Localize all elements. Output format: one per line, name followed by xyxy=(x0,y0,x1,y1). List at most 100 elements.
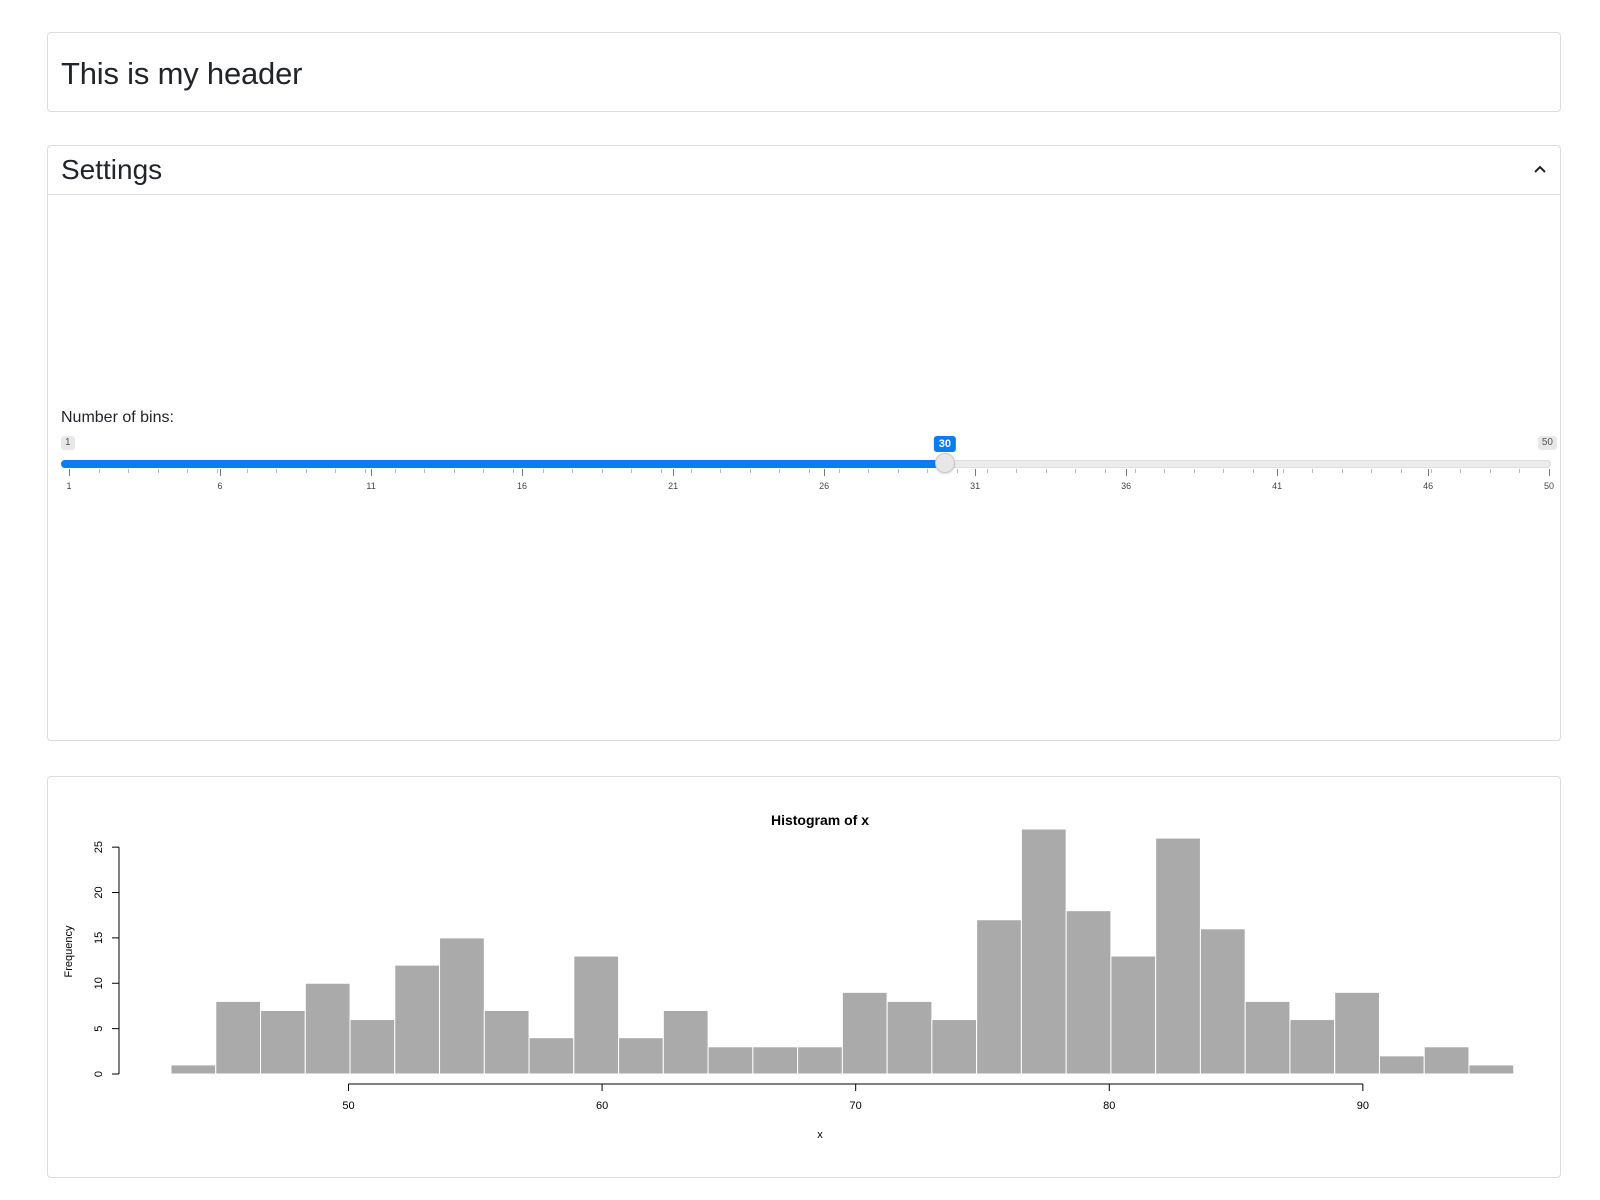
x-tick-label: 60 xyxy=(596,1100,608,1112)
slider-minor-tick xyxy=(1460,469,1461,473)
histogram-bar xyxy=(842,992,887,1074)
slider-minor-tick xyxy=(1223,469,1224,473)
x-tick-label: 80 xyxy=(1103,1100,1115,1112)
histogram-bar xyxy=(171,1065,216,1074)
bins-slider-label: Number of bins: xyxy=(61,409,174,427)
slider-minor-tick xyxy=(927,469,928,473)
slider-minor-tick xyxy=(1046,469,1047,473)
y-axis-label: Frequency xyxy=(63,925,75,977)
histogram-bar xyxy=(1379,1056,1424,1074)
slider-minor-tick xyxy=(779,469,780,473)
slider-major-tick xyxy=(1428,469,1429,476)
slider-minor-tick xyxy=(1016,469,1017,473)
chevron-up-icon[interactable] xyxy=(1530,159,1550,179)
histogram-bar xyxy=(529,1038,574,1074)
header-card: This is my header xyxy=(47,32,1561,112)
slider-minor-tick xyxy=(543,469,544,473)
slider-minor-tick xyxy=(602,469,603,473)
slider-minor-tick xyxy=(750,469,751,473)
slider-minor-tick xyxy=(1371,469,1372,473)
histogram-bar xyxy=(1290,1020,1335,1074)
x-tick-label: 50 xyxy=(342,1100,354,1112)
slider-tick-label: 31 xyxy=(970,481,980,491)
slider-minor-tick xyxy=(1164,469,1165,473)
histogram-bar xyxy=(1200,929,1245,1074)
slider-minor-tick xyxy=(187,469,188,473)
plot-card: Histogram of x 50 60 70 80 90 x 0 5 10 15 20 25 Frequ… xyxy=(47,776,1561,1178)
slider-min-label: 1 xyxy=(61,436,75,450)
slider-minor-tick xyxy=(661,469,662,473)
histogram-bar xyxy=(261,1010,306,1074)
slider-minor-tick xyxy=(898,469,899,473)
slider-tick-label: 11 xyxy=(366,481,375,491)
histogram-bar xyxy=(619,1038,664,1074)
histogram-bar xyxy=(484,1010,529,1074)
slider-tick-label: 46 xyxy=(1423,481,1433,491)
slider-tick-label: 21 xyxy=(668,481,678,491)
slider-minor-tick xyxy=(1075,469,1076,473)
slider-minor-tick xyxy=(99,469,100,473)
slider-minor-tick xyxy=(957,469,958,473)
slider-major-tick xyxy=(1549,469,1550,476)
histogram-bar xyxy=(1245,1001,1290,1074)
histogram-bar xyxy=(1066,911,1111,1074)
slider-major-tick xyxy=(1277,469,1278,476)
slider-minor-tick xyxy=(1342,469,1343,473)
histogram-bar xyxy=(1469,1065,1514,1074)
slider-minor-tick xyxy=(631,469,632,473)
histogram-bar xyxy=(977,920,1022,1074)
slider-minor-tick xyxy=(1253,469,1254,473)
histogram-bar xyxy=(1111,956,1156,1074)
slider-minor-tick xyxy=(1283,469,1284,473)
slider-minor-tick xyxy=(1105,469,1106,473)
slider-major-tick xyxy=(1126,469,1127,476)
slider-tick-label: 6 xyxy=(218,481,223,491)
slider-minor-tick xyxy=(424,469,425,473)
slider-major-tick xyxy=(69,469,70,476)
histogram-bar xyxy=(1424,1047,1469,1074)
slider-minor-tick xyxy=(572,469,573,473)
slider-minor-tick xyxy=(1194,469,1195,473)
slider-tick-label: 41 xyxy=(1272,481,1282,491)
slider-minor-tick xyxy=(1135,469,1136,473)
slider-minor-tick xyxy=(217,469,218,473)
slider-minor-tick xyxy=(276,469,277,473)
slider-value-label: 30 xyxy=(934,436,956,452)
settings-card-header: Settings xyxy=(48,146,1560,195)
y-tick-label: 20 xyxy=(93,886,105,898)
histogram-bar xyxy=(350,1020,395,1074)
y-tick-label: 10 xyxy=(93,977,105,989)
y-tick-label: 25 xyxy=(93,841,105,853)
bins-slider[interactable]: 1 50 30 1 6 11 16 21 26 31 36 41 46 50 xyxy=(61,436,1551,506)
y-tick-label: 0 xyxy=(93,1071,105,1077)
settings-card: Settings Number of bins: 1 50 30 1 6 11 16 2… xyxy=(47,145,1561,741)
slider-grid: 1 6 11 16 21 26 31 36 41 46 50 xyxy=(61,469,1551,499)
slider-minor-tick xyxy=(1519,469,1520,473)
slider-tick-label: 26 xyxy=(819,481,829,491)
histogram-bar xyxy=(663,1010,708,1074)
histogram-plot: Histogram of x 50 60 70 80 90 x 0 5 10 15 20 25 Frequ… xyxy=(48,777,1560,1177)
histogram-bar xyxy=(753,1047,798,1074)
slider-tick-label: 36 xyxy=(1121,481,1131,491)
slider-minor-tick xyxy=(128,469,129,473)
page-header: This is my header xyxy=(61,56,302,92)
slider-fill xyxy=(61,460,945,468)
slider-minor-tick xyxy=(247,469,248,473)
slider-minor-tick xyxy=(987,469,988,473)
slider-minor-tick xyxy=(483,469,484,473)
histogram-bar xyxy=(1335,992,1380,1074)
slider-major-tick xyxy=(824,469,825,476)
slider-minor-tick xyxy=(809,469,810,473)
slider-minor-tick xyxy=(720,469,721,473)
slider-minor-tick xyxy=(365,469,366,473)
y-tick-label: 5 xyxy=(93,1026,105,1032)
slider-major-tick xyxy=(673,469,674,476)
histogram-bar xyxy=(798,1047,843,1074)
histogram-bar xyxy=(887,1001,932,1074)
slider-major-tick xyxy=(371,469,372,476)
histogram-bar xyxy=(574,956,619,1074)
slider-minor-tick xyxy=(868,469,869,473)
slider-major-tick xyxy=(975,469,976,476)
x-tick-label: 90 xyxy=(1357,1100,1369,1112)
slider-tick-label: 16 xyxy=(517,481,527,491)
